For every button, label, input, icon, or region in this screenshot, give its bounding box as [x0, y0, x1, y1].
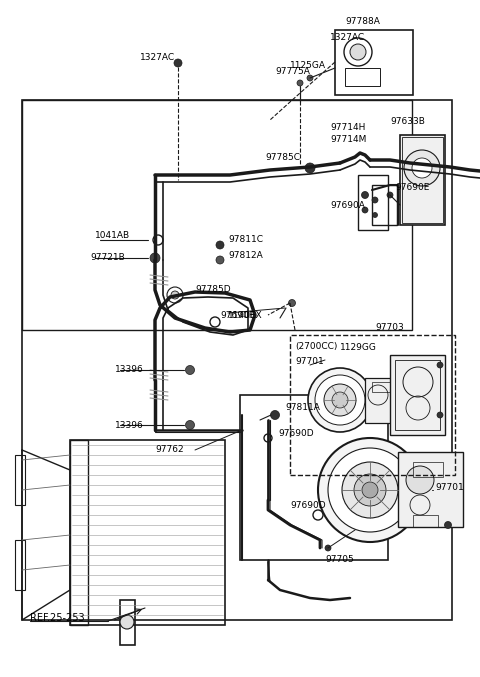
Text: 97701: 97701 — [295, 357, 324, 366]
Text: 97690D: 97690D — [290, 500, 325, 510]
Text: 97690F: 97690F — [220, 311, 254, 320]
Circle shape — [362, 207, 368, 213]
Bar — [22, 100, 412, 330]
Circle shape — [318, 438, 422, 542]
Text: 97714M: 97714M — [330, 135, 366, 144]
Circle shape — [120, 615, 134, 629]
Bar — [15, 540, 25, 590]
Circle shape — [150, 253, 160, 263]
Circle shape — [297, 80, 303, 86]
Bar — [372, 185, 397, 225]
Circle shape — [350, 44, 366, 60]
Bar — [402, 137, 443, 223]
Text: 1327AC: 1327AC — [330, 33, 365, 43]
Circle shape — [362, 482, 378, 498]
Text: REF.25-253: REF.25-253 — [30, 613, 84, 623]
Circle shape — [174, 59, 182, 67]
Text: 13396: 13396 — [115, 420, 144, 429]
Text: 97788A: 97788A — [345, 18, 380, 26]
Circle shape — [185, 420, 194, 429]
Text: 97775A: 97775A — [275, 68, 310, 77]
Circle shape — [288, 299, 296, 307]
Text: 1140EX: 1140EX — [228, 311, 263, 320]
Circle shape — [307, 75, 313, 81]
Bar — [120, 600, 135, 645]
Circle shape — [210, 317, 220, 327]
Circle shape — [372, 213, 377, 217]
Circle shape — [313, 510, 323, 520]
Text: (2700CC): (2700CC) — [295, 343, 337, 351]
Bar — [400, 135, 445, 225]
Circle shape — [305, 163, 315, 173]
Bar — [365, 378, 405, 423]
Circle shape — [344, 38, 372, 66]
Circle shape — [264, 434, 272, 442]
Circle shape — [437, 412, 443, 418]
Text: 97785D: 97785D — [195, 286, 230, 294]
Circle shape — [171, 291, 179, 299]
Circle shape — [185, 366, 194, 374]
Circle shape — [328, 448, 412, 532]
Text: 97721B: 97721B — [90, 253, 125, 263]
Text: 1129GG: 1129GG — [340, 343, 377, 351]
Bar — [70, 440, 225, 625]
Text: 97714H: 97714H — [330, 123, 365, 133]
Text: 97705: 97705 — [325, 556, 354, 565]
Circle shape — [404, 150, 440, 186]
Circle shape — [444, 521, 452, 529]
Circle shape — [216, 256, 224, 264]
Bar — [70, 440, 88, 625]
Circle shape — [354, 474, 386, 506]
Bar — [240, 395, 388, 560]
Text: 97633B: 97633B — [390, 118, 425, 127]
Bar — [15, 455, 25, 505]
Bar — [413, 462, 443, 477]
Bar — [398, 452, 463, 527]
Bar — [372, 382, 394, 392]
Circle shape — [406, 466, 434, 494]
Circle shape — [332, 392, 348, 408]
Circle shape — [372, 197, 378, 203]
Bar — [345, 68, 380, 86]
Circle shape — [308, 368, 372, 432]
Circle shape — [387, 192, 393, 198]
Circle shape — [216, 241, 224, 249]
Bar — [335, 30, 413, 95]
Text: 97811C: 97811C — [228, 236, 263, 244]
Circle shape — [325, 545, 331, 551]
Bar — [413, 515, 438, 527]
Text: 97762: 97762 — [155, 445, 184, 454]
Circle shape — [437, 362, 443, 368]
Text: 1041AB: 1041AB — [95, 230, 130, 240]
Circle shape — [324, 384, 356, 416]
Circle shape — [361, 192, 369, 198]
Text: 1125GA: 1125GA — [290, 60, 326, 70]
Text: 1327AC: 1327AC — [140, 53, 175, 62]
Text: 97690A: 97690A — [330, 200, 365, 209]
Text: 97785C: 97785C — [265, 154, 300, 162]
Text: 97701: 97701 — [435, 483, 464, 492]
Text: 13396: 13396 — [115, 366, 144, 374]
Bar — [395, 360, 440, 430]
Text: 97703: 97703 — [375, 324, 404, 332]
Bar — [358, 175, 388, 230]
Circle shape — [271, 410, 279, 420]
Circle shape — [342, 462, 398, 518]
Text: 97690E: 97690E — [395, 183, 430, 192]
Circle shape — [153, 235, 163, 245]
Text: 97811A: 97811A — [285, 403, 320, 412]
Text: 97690D: 97690D — [278, 429, 313, 437]
Bar — [390, 355, 445, 435]
Circle shape — [315, 375, 365, 425]
Circle shape — [412, 158, 432, 178]
Text: 97812A: 97812A — [228, 250, 263, 259]
Bar — [22, 100, 452, 620]
Bar — [290, 335, 455, 475]
